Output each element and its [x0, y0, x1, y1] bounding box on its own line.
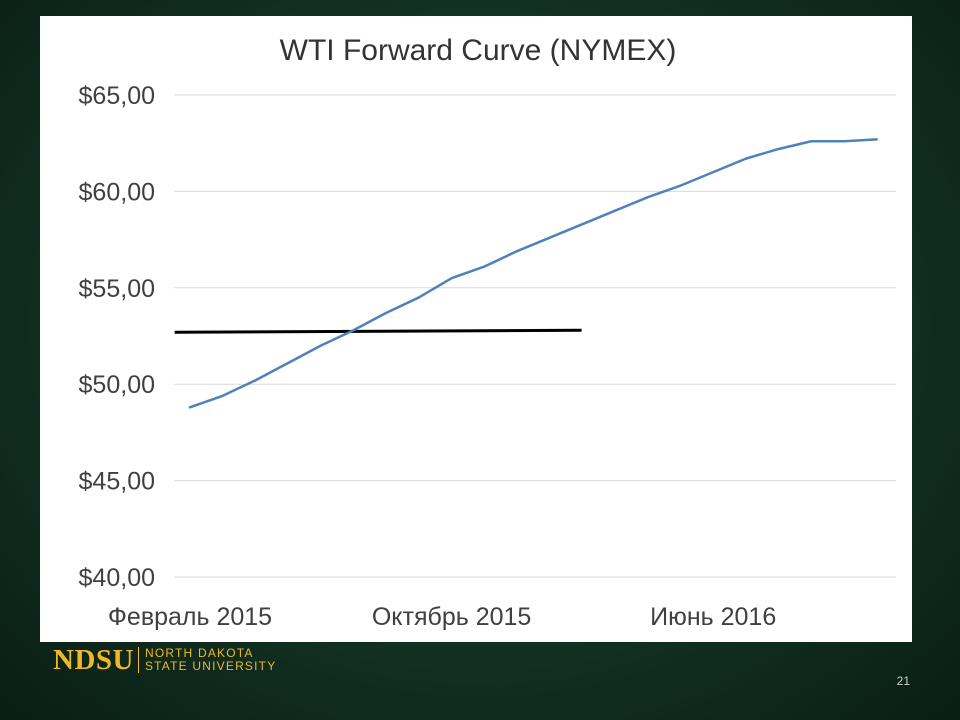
y-tick-label: $55,00 — [79, 275, 155, 303]
data-point — [287, 361, 290, 364]
ndsu-logo: NDSU NORTH DAKOTA STATE UNIVERSITY — [53, 645, 276, 675]
y-axis-tick-labels: $65,00 $60,00 $55,00 $50,00 $45,00 $40,00 — [79, 82, 155, 592]
forward-curve-line — [188, 138, 878, 409]
x-tick-label: Июнь 2016 — [650, 603, 776, 631]
chart-panel: WTI Forward Curve (NYMEX) $65,00 $60,00 $5… — [40, 16, 912, 642]
page-number: 21 — [896, 674, 910, 688]
data-point — [810, 140, 813, 143]
data-point — [221, 394, 224, 397]
gridlines — [174, 94, 896, 578]
data-point — [417, 296, 420, 299]
y-tick-label: $40,00 — [79, 564, 155, 592]
data-point — [646, 196, 649, 199]
x-axis-tick-labels: Февраль 2015 Октябрь 2015 Июнь 2016 — [108, 603, 776, 631]
data-point — [385, 311, 388, 314]
y-tick-label: $60,00 — [79, 178, 155, 206]
data-point — [516, 250, 518, 253]
data-point — [319, 344, 322, 347]
logo-line-2: STATE UNIVERSITY — [144, 659, 277, 673]
y-tick-label: $45,00 — [79, 468, 155, 496]
logo-wordmark: NDSU — [53, 644, 134, 676]
data-point — [843, 140, 845, 143]
chart: WTI Forward Curve (NYMEX) $65,00 $60,00 $5… — [79, 34, 896, 631]
logo-university-name: NORTH DAKOTA STATE UNIVERSITY — [145, 647, 276, 673]
series-layer — [174, 138, 878, 409]
data-point — [744, 157, 747, 160]
data-point — [352, 329, 355, 332]
data-point — [483, 265, 486, 268]
data-point — [875, 138, 878, 141]
data-point — [712, 171, 715, 174]
data-point — [189, 406, 191, 409]
data-point — [614, 209, 617, 212]
y-tick-label: $50,00 — [79, 371, 155, 399]
data-point — [450, 277, 453, 280]
chart-title: WTI Forward Curve (NYMEX) — [280, 34, 677, 67]
x-tick-label: Февраль 2015 — [108, 603, 272, 631]
data-point — [581, 223, 584, 226]
x-tick-label: Октябрь 2015 — [372, 603, 531, 631]
spot-price-line — [174, 328, 582, 334]
data-point — [777, 147, 780, 150]
data-point — [679, 184, 682, 187]
data-point — [548, 236, 551, 239]
y-tick-label: $65,00 — [79, 82, 155, 110]
data-point — [254, 379, 257, 382]
logo-divider — [137, 647, 139, 673]
logo-line-1: NORTH DAKOTA — [144, 646, 254, 660]
